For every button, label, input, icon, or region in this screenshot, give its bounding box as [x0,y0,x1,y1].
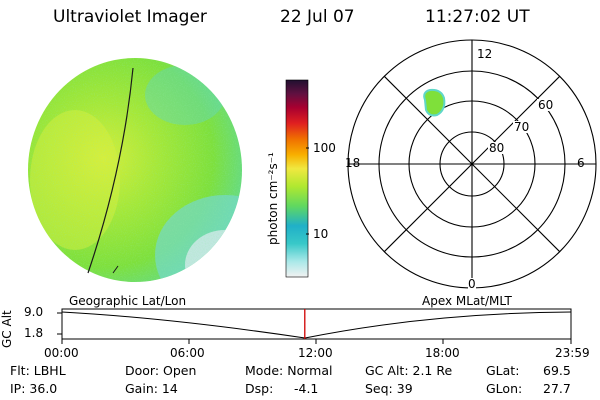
lat-label-70: 70 [513,120,531,134]
timeline-right-label: Apex MLat/MLT [422,294,512,308]
timeline-xtick-1800: 18:00 [425,346,460,360]
info-gain: Gain: 14 [125,381,178,396]
date-label: 22 Jul 07 [280,7,355,27]
mlt-label-0: 0 [468,277,476,291]
colorbar-tick-100: 100 [313,141,336,155]
mlt-label-12: 12 [477,47,493,61]
timeline-ytick-bottom: 1.8 [24,326,44,340]
timeline-left-label: Geographic Lat/Lon [69,294,187,308]
mlt-label-6: 6 [577,156,585,170]
info-glon-value: 27.7 [543,381,571,396]
colorbar-tick-10: 10 [313,227,329,241]
timeline-xtick-2359: 23:59 [555,346,590,360]
aurora-patch [423,88,446,117]
terminator-line [87,67,134,274]
info-seq: Seq: 39 [365,381,413,396]
lat-label-80: 80 [488,141,506,155]
info-glat: GLat: [486,363,520,378]
timeline-xtick-1200: 12:00 [298,346,333,360]
info-gc-alt: GC Alt: 2.1 Re [365,363,453,378]
info-dsp-value: -4.1 [294,381,319,396]
info-mode: Mode: Normal [245,363,333,378]
info-glon: GLon: [486,381,523,396]
timeline-xtick-0600: 06:00 [170,346,205,360]
mlt-label-18: 18 [345,156,361,170]
timeline-xtick-0000: 00:00 [44,346,79,360]
info-dsp: Dsp: [245,381,274,396]
info-glat-value: 69.5 [543,363,571,378]
timeline-ytick-top: 9.0 [24,305,44,319]
info-door: Door: Open [125,363,197,378]
info-ip: IP: 36.0 [10,381,58,396]
time-label: 11:27:02 UT [425,7,530,27]
app-title: Ultraviolet Imager [53,7,207,27]
lat-label-60: 60 [537,98,555,112]
info-flt: Flt: LBHL [10,363,66,378]
